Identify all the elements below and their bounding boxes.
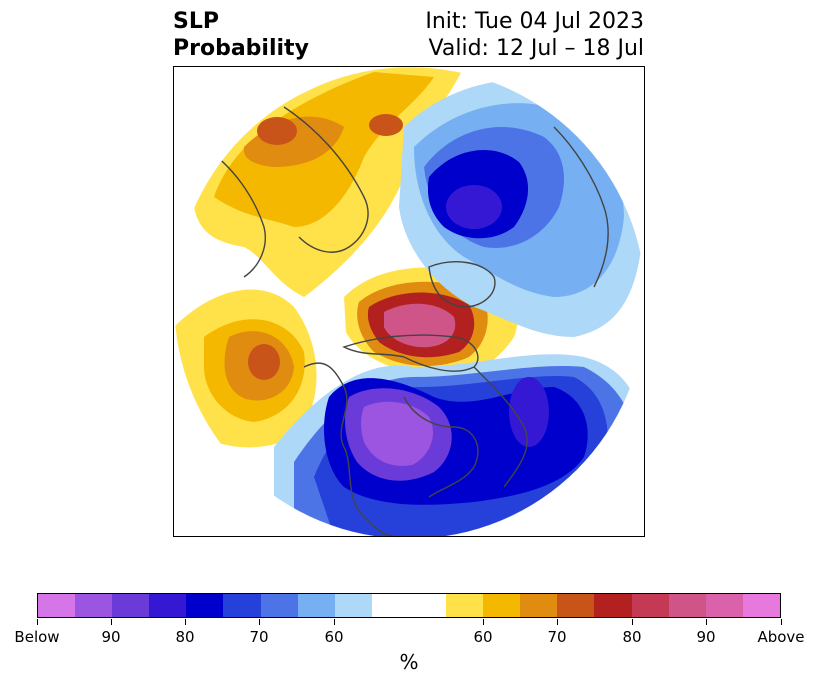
colorbar-tick xyxy=(259,619,260,625)
probability-map xyxy=(174,67,644,536)
siberia-above-core xyxy=(369,114,403,136)
colorbar-tick-label: 60 xyxy=(473,628,493,646)
colorbar-tick-label: Above xyxy=(757,628,805,646)
colorbar-cell xyxy=(668,594,706,617)
colorbar-tick xyxy=(483,619,484,625)
arctic-below-core xyxy=(446,185,502,229)
colorbar-cell xyxy=(371,594,409,617)
colorbar-cell xyxy=(112,594,150,617)
colorbar-unit-label: % xyxy=(399,650,419,674)
colorbar-tick-label: 60 xyxy=(324,628,344,646)
colorbar-tick xyxy=(632,619,633,625)
colorbar-tick-label: 70 xyxy=(249,628,269,646)
colorbar-tick-label: Below xyxy=(14,628,60,646)
colorbar-tick xyxy=(557,619,558,625)
date-info: Init: Tue 04 Jul 2023 Valid: 12 Jul – 18… xyxy=(425,8,644,62)
colorbar-cell xyxy=(631,594,669,617)
colorbar-tick xyxy=(37,619,38,625)
colorbar-tick-label: 90 xyxy=(101,628,121,646)
asia-above-core xyxy=(257,117,297,145)
colorbar-cell xyxy=(75,594,113,617)
map-panel xyxy=(173,66,645,537)
colorbar-cell xyxy=(520,594,558,617)
colorbar-cell xyxy=(705,594,743,617)
plot-title: SLP Probability xyxy=(173,8,309,62)
colorbar-cell xyxy=(408,594,447,617)
coastlines xyxy=(203,106,609,536)
map-disk xyxy=(174,67,644,536)
valid-date-label: Valid: 12 Jul – 18 Jul xyxy=(428,36,644,61)
colorbar-cell xyxy=(557,594,595,617)
colorbar-tick-label: 80 xyxy=(622,628,642,646)
colorbar-tick xyxy=(706,619,707,625)
colorbar-tick-label: 70 xyxy=(547,628,567,646)
colorbar xyxy=(37,593,781,618)
colorbar-tick xyxy=(781,619,782,625)
colorbar-cell xyxy=(297,594,335,617)
colorbar-cell xyxy=(223,594,261,617)
atlantic-below-core xyxy=(509,377,549,447)
colorbar-cell xyxy=(446,594,484,617)
colorbar-cell xyxy=(186,594,224,617)
colorbar-cell xyxy=(594,594,632,617)
colorbar-tick xyxy=(185,619,186,625)
americas-below-violet xyxy=(361,401,433,466)
colorbar-cell xyxy=(742,594,780,617)
pacific-above-core xyxy=(248,344,280,380)
colorbar-cell xyxy=(334,594,372,617)
colorbar-cell xyxy=(149,594,187,617)
colorbar-cell xyxy=(38,594,76,617)
colorbar-tick xyxy=(111,619,112,625)
colorbar-cell xyxy=(260,594,298,617)
colorbar-tick xyxy=(334,619,335,625)
init-date-label: Init: Tue 04 Jul 2023 xyxy=(425,9,644,34)
colorbar-tick-label: 90 xyxy=(696,628,716,646)
title-line-2: Probability xyxy=(173,36,309,61)
colorbar-tick-label: 80 xyxy=(175,628,195,646)
colorbar-cell xyxy=(483,594,521,617)
title-line-1: SLP xyxy=(173,9,219,34)
